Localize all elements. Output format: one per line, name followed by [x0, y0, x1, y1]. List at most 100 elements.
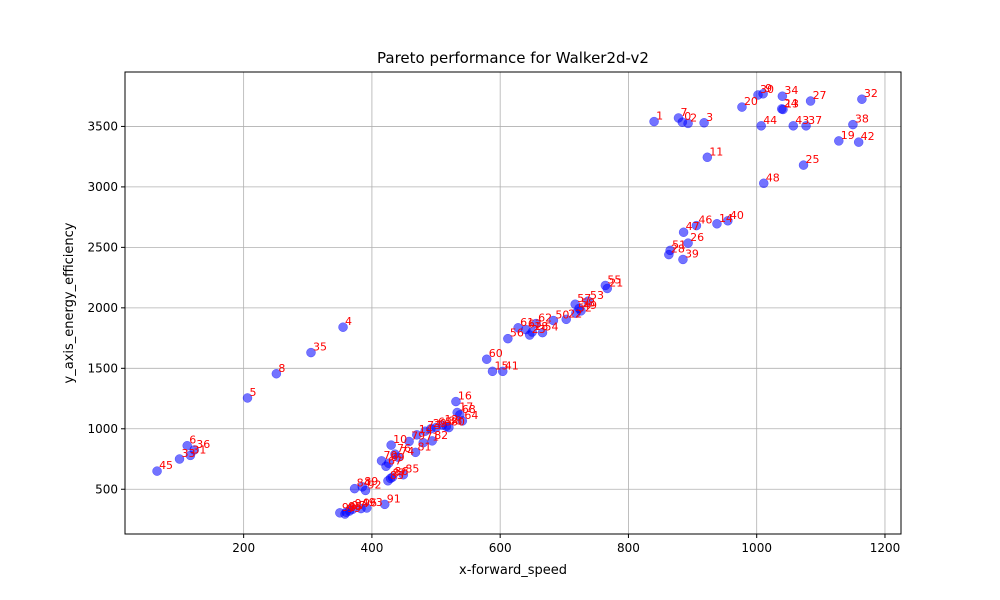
point-label: 43: [795, 114, 809, 127]
data-point: [723, 216, 733, 226]
data-point: [548, 315, 559, 326]
data-point: [778, 104, 788, 115]
point-label: 54: [545, 321, 559, 334]
point-label: 13: [785, 97, 799, 110]
point-label: 21: [609, 276, 623, 289]
data-point: [451, 396, 461, 407]
data-point: [398, 469, 409, 480]
data-point: [242, 393, 253, 403]
point-label: 57: [577, 292, 591, 305]
data-point: [712, 219, 722, 229]
point-label: 8: [278, 362, 285, 375]
data-point: [853, 137, 864, 147]
data-point: [777, 91, 788, 101]
y-axis-label: y_axis_energy_efficiency: [62, 222, 77, 383]
point-label: 0: [684, 110, 691, 123]
data-point: [185, 450, 196, 461]
data-point: [537, 327, 548, 338]
point-label: 62: [538, 312, 552, 325]
chart-title: Pareto performance for Walker2d-v2: [377, 49, 649, 67]
point-label: 52: [578, 301, 592, 314]
point-label: 65: [438, 416, 452, 429]
data-point: [306, 347, 316, 358]
point-label: 47: [686, 220, 700, 233]
point-label: 33: [182, 447, 196, 460]
point-label: 31: [192, 443, 206, 456]
x-tick-label: 1200: [870, 541, 901, 555]
data-point: [702, 152, 713, 163]
point-label: 24: [784, 97, 798, 110]
y-tick-label: 2000: [87, 301, 118, 315]
point-label: 16: [458, 390, 472, 403]
point-label: 17: [459, 400, 473, 413]
data-point: [678, 227, 689, 237]
point-label: 42: [861, 130, 875, 143]
data-point: [801, 121, 811, 131]
data-point: [457, 416, 468, 426]
point-label: 96: [363, 497, 377, 510]
point-label: 85: [405, 463, 419, 476]
data-point: [381, 461, 391, 472]
point-label: 5: [249, 386, 256, 399]
data-point: [602, 283, 613, 294]
point-label: 91: [387, 492, 401, 505]
point-label: 44: [763, 114, 777, 127]
x-tick-label: 1000: [741, 541, 772, 555]
point-label: 39: [685, 247, 699, 260]
y-tick-label: 2500: [87, 240, 118, 254]
data-point: [182, 440, 192, 451]
point-label: 27: [813, 89, 827, 102]
point-label: 50: [555, 309, 569, 322]
point-label: 11: [709, 145, 723, 158]
data-point: [788, 121, 799, 131]
point-label: 71: [425, 431, 439, 444]
point-label: 53: [590, 289, 604, 302]
y-tick-label: 500: [95, 482, 118, 496]
y-tick-label: 1500: [87, 361, 118, 375]
data-point: [798, 160, 809, 170]
point-label: 23: [532, 323, 546, 336]
data-point: [340, 509, 350, 519]
point-label: 30: [760, 83, 774, 96]
data-point: [834, 136, 844, 146]
point-label: 55: [607, 273, 621, 286]
point-label: 95: [348, 500, 362, 513]
data-point: [487, 366, 498, 377]
data-point: [531, 318, 541, 329]
data-point: [857, 94, 867, 104]
data-point: [404, 436, 414, 447]
data-point: [583, 296, 593, 306]
point-label: 22: [568, 307, 582, 320]
point-label: 86: [394, 465, 408, 478]
point-label: 14: [719, 212, 733, 225]
point-label: 2: [690, 111, 697, 124]
point-label: 49: [583, 299, 597, 312]
point-label: 18: [534, 320, 548, 333]
point-label: 3: [706, 111, 713, 124]
point-label: 12: [444, 413, 458, 426]
point-label: 38: [855, 113, 869, 126]
point-label: 26: [690, 231, 704, 244]
data-point: [561, 314, 571, 325]
data-point: [497, 366, 508, 377]
data-point: [271, 369, 282, 379]
point-label: 89: [364, 475, 378, 488]
point-label: 84: [357, 477, 371, 490]
data-point: [524, 330, 535, 340]
point-label: 19: [841, 129, 855, 142]
point-label: 34: [784, 84, 798, 97]
data-point: [379, 499, 390, 510]
point-label: 70: [384, 449, 398, 462]
data-point: [683, 118, 693, 129]
data-point: [571, 308, 581, 319]
point-label: 36: [196, 438, 210, 451]
point-label: 73: [427, 419, 441, 432]
point-label: 69: [391, 451, 405, 464]
point-label: 80: [451, 416, 465, 429]
data-point: [444, 422, 454, 433]
point-label: 14: [419, 423, 433, 436]
x-tick-label: 800: [617, 541, 640, 555]
axis-ticks: 200 400 600 800 1000 1200 500 1000 1500 2000 2500 3…: [87, 119, 900, 555]
